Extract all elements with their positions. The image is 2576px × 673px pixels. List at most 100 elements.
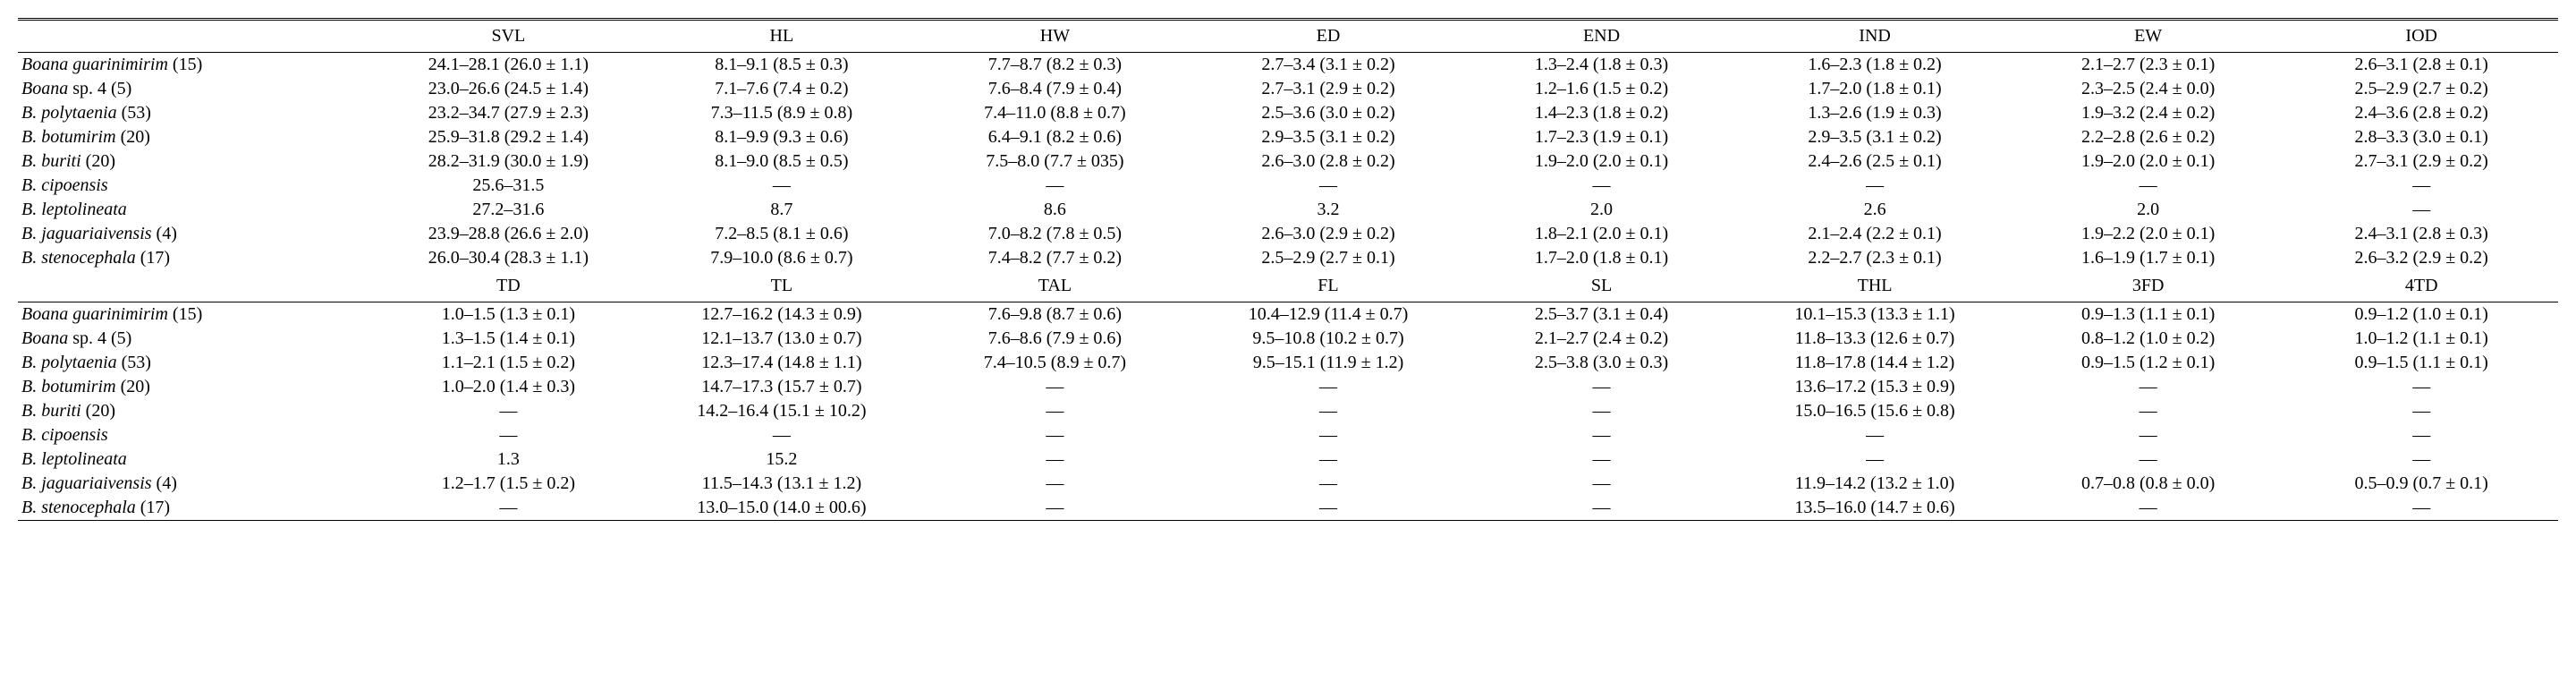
cell-value: — [1191,375,1465,399]
cell-value: 2.9–3.5 (3.1 ± 0.2) [1191,125,1465,149]
column-header: TD [372,270,646,302]
species-name: B. stenocephala [21,248,136,268]
species-label: B. polytaenia (53) [18,351,372,375]
cell-value: 28.2–31.9 (30.0 ± 1.9) [372,149,646,174]
cell-value: 1.9–2.0 (2.0 ± 0.1) [2012,149,2285,174]
cell-value: 1.9–3.2 (2.4 ± 0.2) [2012,101,2285,125]
table-row: B. stenocephala (17)—13.0–15.0 (14.0 ± 0… [18,496,2558,521]
cell-value: 2.4–2.6 (2.5 ± 0.1) [1738,149,2012,174]
cell-value: 1.9–2.0 (2.0 ± 0.1) [1465,149,1739,174]
cell-value: 1.7–2.3 (1.9 ± 0.1) [1465,125,1739,149]
column-header: 3FD [2012,270,2285,302]
cell-value: 27.2–31.6 [372,198,646,222]
table-row: B. buriti (20)28.2–31.9 (30.0 ± 1.9)8.1–… [18,149,2558,174]
table-row: Boana guarinimirim (15)24.1–28.1 (26.0 ±… [18,53,2558,78]
species-n: (20) [116,377,150,396]
species-n: (4) [152,224,177,243]
cell-value: 0.8–1.2 (1.0 ± 0.2) [2012,327,2285,351]
table-row: B. polytaenia (53)23.2–34.7 (27.9 ± 2.3)… [18,101,2558,125]
species-name: Boana guarinimirim [21,55,168,74]
cell-value: 2.6–3.0 (2.8 ± 0.2) [1191,149,1465,174]
column-header: IOD [2284,20,2558,53]
species-n: (20) [116,127,150,147]
cell-value: 25.9–31.8 (29.2 ± 1.4) [372,125,646,149]
rowhead-blank [18,270,372,302]
column-header: TAL [919,270,1192,302]
cell-value: — [372,496,646,521]
cell-value: 2.5–3.8 (3.0 ± 0.3) [1465,351,1739,375]
species-name: B. botumirim [21,127,116,147]
cell-value: 10.1–15.3 (13.3 ± 1.1) [1738,302,2012,328]
cell-value: 2.5–2.9 (2.7 ± 0.1) [1191,246,1465,270]
cell-value: 2.1–2.4 (2.2 ± 0.1) [1738,222,2012,246]
cell-value: — [1191,174,1465,198]
cell-value: — [2284,447,2558,472]
column-header: FL [1191,270,1465,302]
cell-value: 0.9–1.5 (1.1 ± 0.1) [2284,351,2558,375]
species-n: sp. 4 (5) [68,79,131,98]
cell-value: 26.0–30.4 (28.3 ± 1.1) [372,246,646,270]
species-name: Boana [21,79,68,98]
species-label: B. stenocephala (17) [18,496,372,521]
table-row: B. cipoensis———————— [18,423,2558,447]
cell-value: 11.8–13.3 (12.6 ± 0.7) [1738,327,2012,351]
cell-value: 2.6 [1738,198,2012,222]
cell-value: 23.0–26.6 (24.5 ± 1.4) [372,77,646,101]
cell-value: 1.7–2.0 (1.8 ± 0.1) [1465,246,1739,270]
column-header: ED [1191,20,1465,53]
cell-value: 1.3–2.6 (1.9 ± 0.3) [1738,101,2012,125]
cell-value: 11.5–14.3 (13.1 ± 1.2) [645,472,919,496]
cell-value: 1.6–2.3 (1.8 ± 0.2) [1738,53,2012,78]
cell-value: — [1738,447,2012,472]
cell-value: 0.5–0.9 (0.7 ± 0.1) [2284,472,2558,496]
species-label: Boana sp. 4 (5) [18,327,372,351]
cell-value: — [2012,447,2285,472]
cell-value: 0.7–0.8 (0.8 ± 0.0) [2012,472,2285,496]
species-n: (4) [152,473,177,493]
column-header: THL [1738,270,2012,302]
cell-value: — [919,423,1192,447]
cell-value: — [919,447,1192,472]
cell-value: — [2284,174,2558,198]
cell-value: — [919,399,1192,423]
cell-value: 2.2–2.8 (2.6 ± 0.2) [2012,125,2285,149]
cell-value: 2.4–3.1 (2.8 ± 0.3) [2284,222,2558,246]
cell-value: 14.2–16.4 (15.1 ± 10.2) [645,399,919,423]
cell-value: 15.2 [645,447,919,472]
column-header: SL [1465,270,1739,302]
cell-value: 11.9–14.2 (13.2 ± 1.0) [1738,472,2012,496]
cell-value: 1.1–2.1 (1.5 ± 0.2) [372,351,646,375]
cell-value: — [1465,423,1739,447]
cell-value: — [2284,423,2558,447]
species-n: (15) [168,55,202,74]
species-label: B. leptolineata [18,447,372,472]
cell-value: — [645,423,919,447]
cell-value: — [372,399,646,423]
cell-value: 1.2–1.7 (1.5 ± 0.2) [372,472,646,496]
cell-value: 7.9–10.0 (8.6 ± 0.7) [645,246,919,270]
species-label: B. polytaenia (53) [18,101,372,125]
cell-value: 2.9–3.5 (3.1 ± 0.2) [1738,125,2012,149]
cell-value: — [1465,472,1739,496]
cell-value: 9.5–15.1 (11.9 ± 1.2) [1191,351,1465,375]
measurements-table: SVLHLHWEDENDINDEWIODBoana guarinimirim (… [18,18,2558,521]
cell-value: 10.4–12.9 (11.4 ± 0.7) [1191,302,1465,328]
cell-value: — [1738,423,2012,447]
species-name: Boana [21,328,68,348]
species-name: B. botumirim [21,377,116,396]
cell-value: 7.4–8.2 (7.7 ± 0.2) [919,246,1192,270]
cell-value: — [2284,496,2558,521]
species-label: B. jaguariaivensis (4) [18,222,372,246]
cell-value: — [1465,174,1739,198]
cell-value: — [1465,399,1739,423]
table-row: B. cipoensis25.6–31.5——————— [18,174,2558,198]
cell-value: 2.7–3.1 (2.9 ± 0.2) [2284,149,2558,174]
species-n: (17) [136,248,170,268]
table-row: B. jaguariaivensis (4)1.2–1.7 (1.5 ± 0.2… [18,472,2558,496]
cell-value: 13.5–16.0 (14.7 ± 0.6) [1738,496,2012,521]
cell-value: 7.6–9.8 (8.7 ± 0.6) [919,302,1192,328]
column-header: SVL [372,20,646,53]
cell-value: 7.3–11.5 (8.9 ± 0.8) [645,101,919,125]
species-name: B. polytaenia [21,353,117,372]
cell-value: — [372,423,646,447]
